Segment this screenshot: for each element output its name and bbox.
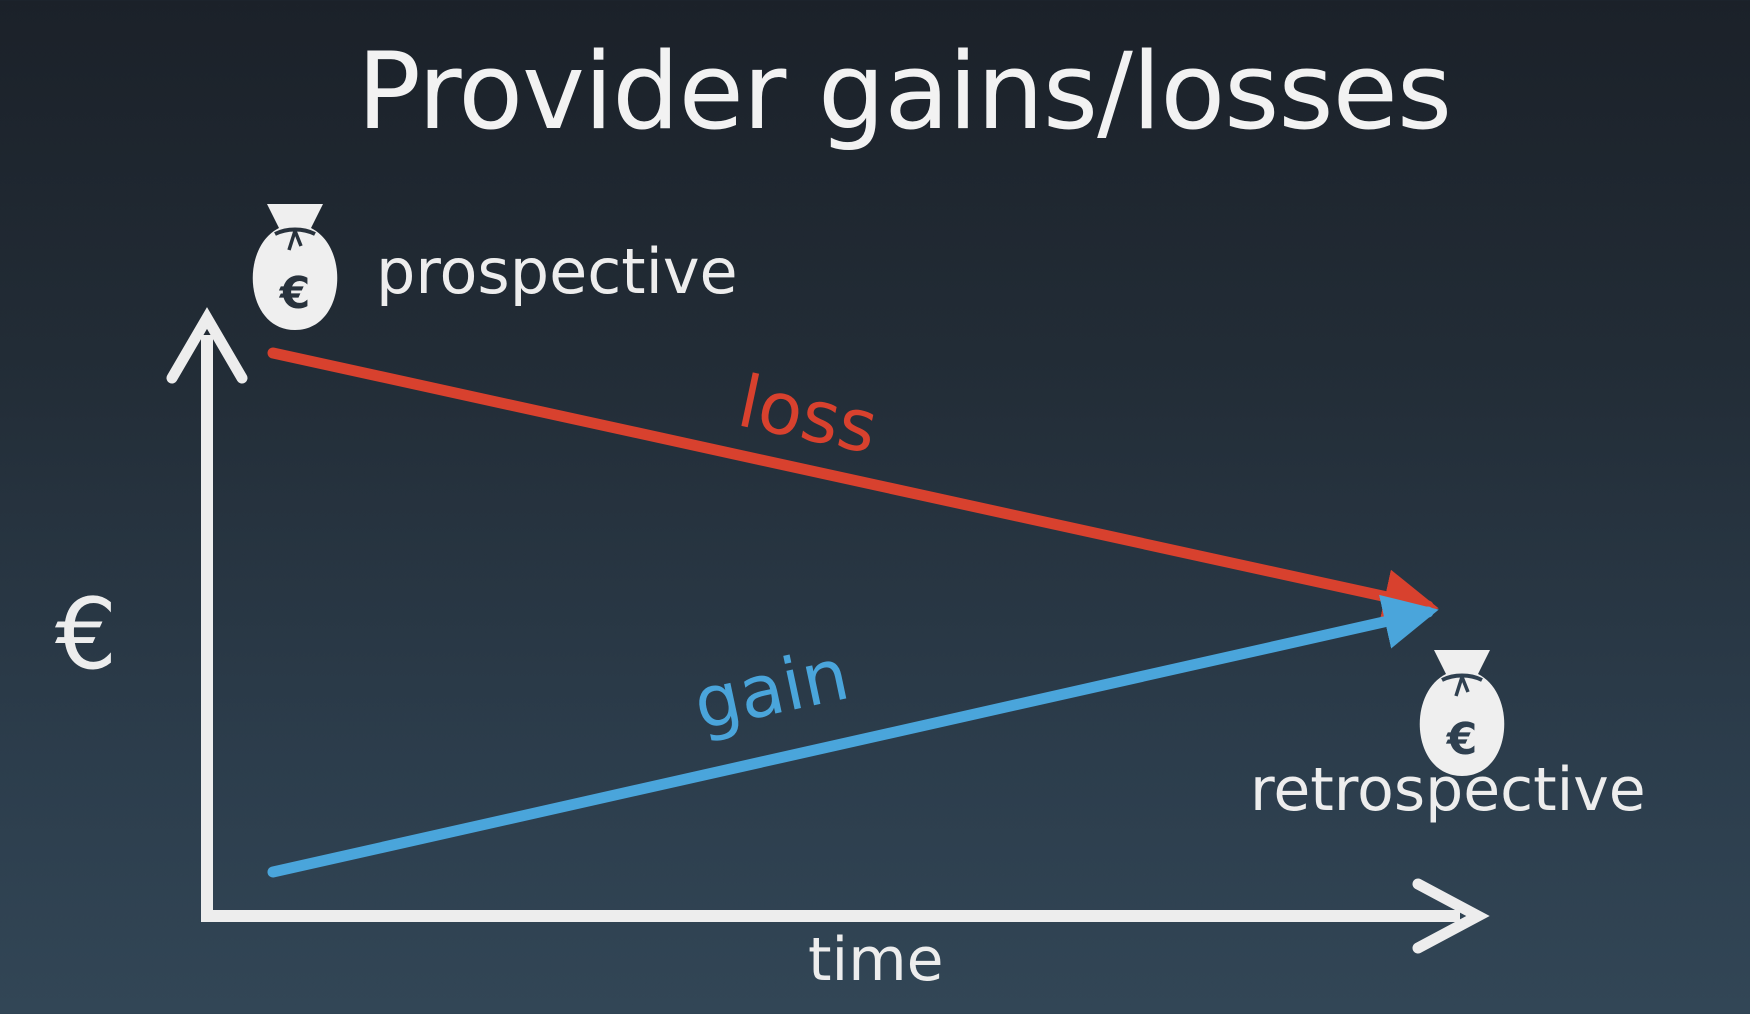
y-axis-label: € [55,578,118,692]
prospective-label: prospective [376,235,738,308]
loss-arrow [267,347,1439,624]
x-axis-label: time [808,925,944,995]
bag-euro-symbol: € [279,268,311,319]
y-axis [166,307,248,918]
x-axis [201,878,1490,954]
retrospective-label: retrospective [1250,755,1646,825]
money-bag-icon: € [1419,650,1505,776]
slide-title: Provider gains/losses [356,30,1452,153]
bag-euro-symbol: € [1446,714,1478,765]
gain-arrow [267,594,1439,878]
money-bag-icon: € [252,204,338,330]
